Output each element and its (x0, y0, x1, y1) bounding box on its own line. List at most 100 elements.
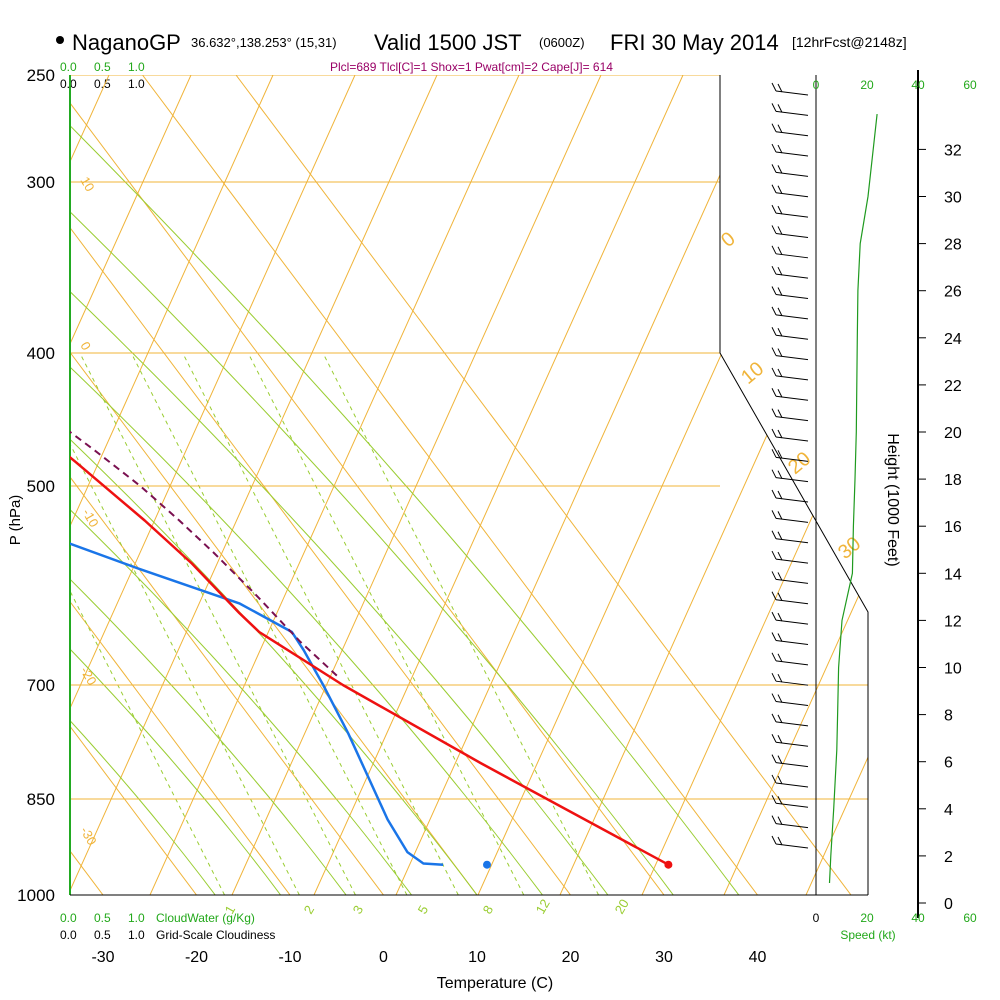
mixing-ratio-line (70, 352, 225, 895)
mixing-ratio-line (322, 352, 599, 895)
y-axis-label: P (hPa) (7, 495, 24, 546)
speed-axis-label: Speed (kt) (840, 928, 895, 942)
wind-barb (771, 82, 809, 96)
isotherm-line (70, 75, 384, 895)
pressure-tick-label: 400 (27, 344, 55, 363)
wind-barb (771, 326, 809, 340)
speed-tick-top: 0 (813, 78, 820, 92)
dry-adiabat-line (70, 75, 192, 895)
moist-adiabat-line (70, 75, 609, 895)
mixing-ratio-line (70, 352, 300, 895)
isotherm-line (142, 75, 758, 895)
wind-barb (771, 388, 809, 401)
isotherm-line (70, 75, 571, 895)
wind-barb (771, 265, 809, 279)
wind-barb (771, 611, 809, 625)
dry-adiabat-line (970, 75, 1000, 895)
mixing-ratio-label: 12 (533, 896, 553, 916)
background-grid (70, 75, 1000, 895)
mixing-ratio-line (130, 352, 408, 895)
wind-barbs (771, 82, 809, 849)
wind-barb (771, 123, 809, 137)
scale-bottom-black-0: 0.0 (60, 928, 77, 942)
wind-barb (771, 550, 809, 564)
wind-barb (771, 510, 809, 523)
isotherm-label: -10 (79, 506, 101, 530)
scale-bottom-green-0: 0.0 (60, 911, 77, 925)
cloud-scale-top: 0.0 0.5 1.0 0.0 0.5 1.0 (60, 60, 145, 91)
mixing-ratio-line (79, 352, 356, 895)
wind-barb (771, 693, 809, 707)
isotherm-label: 10 (77, 174, 97, 194)
wind-barb (771, 815, 809, 829)
wind-barb (771, 245, 809, 259)
moist-adiabat-line (70, 75, 543, 895)
surface-dewpoint-marker (483, 860, 492, 869)
cloud-scale-bottom: 0.0 0.5 1.0 CloudWater (g/Kg) 0.0 0.5 1.… (60, 911, 275, 942)
moist-adiabat-line (70, 75, 281, 895)
height-tick-label: 32 (944, 142, 962, 159)
speed-tick-top: 20 (860, 78, 874, 92)
valid-label: Valid 1500 JST (374, 30, 522, 55)
mixing-ratio-label: 2 (301, 903, 318, 917)
surface-temperature-marker (664, 860, 673, 869)
pressure-tick-label: 700 (27, 676, 55, 695)
wind-barb (771, 530, 809, 544)
wind-barb (771, 652, 809, 666)
dry-adiabat-line (149, 75, 520, 895)
dry-adiabat-line (231, 75, 602, 895)
scale-top-green-0: 0.0 (60, 60, 77, 74)
dry-adiabat-line (477, 75, 848, 895)
moist-adiabat-line (70, 75, 347, 895)
moist-adiabat-line (70, 75, 412, 895)
wind-barb (771, 225, 809, 238)
x-tick-label: -10 (278, 949, 301, 966)
height-tick-label: 28 (944, 237, 962, 254)
moist-adiabat-line (70, 75, 674, 895)
indices-line: Plcl=689 Tlcl[C]=1 Shox=1 Pwat[cm]=2 Cap… (330, 60, 613, 74)
mixing-ratio-label: 3 (350, 903, 367, 917)
speed-tick-bottom: 40 (911, 911, 925, 925)
dry-adiabat-line (70, 75, 438, 895)
height-tick-label: 12 (944, 613, 962, 630)
x-tick-label: -20 (185, 949, 208, 966)
forecast-date: FRI 30 May 2014 (610, 30, 779, 55)
isotherm-line (70, 75, 291, 895)
height-tick-label: 14 (944, 566, 962, 583)
x-tick-label: 40 (749, 949, 767, 966)
height-tick-label: 4 (944, 802, 953, 819)
pressure-tick-label: 250 (27, 66, 55, 85)
parcel-path-line (70, 123, 338, 677)
x-tick-label: -30 (91, 949, 114, 966)
wind-barb (771, 204, 809, 218)
scale-bottom-green-2: 1.0 (128, 911, 145, 925)
height-tick-label: 20 (944, 425, 962, 442)
isotherm-label: 0 (77, 339, 94, 353)
moist-adiabat-line (70, 75, 740, 895)
isotherm-line (70, 75, 478, 895)
scale-bottom-black-2: 1.0 (128, 928, 145, 942)
height-tick-label: 0 (944, 896, 953, 913)
wind-barb (771, 428, 809, 442)
x-axis-label: Temperature (C) (437, 975, 553, 992)
zulu-time: (0600Z) (539, 35, 585, 50)
isotherm-line (235, 75, 852, 895)
temperature-line (70, 85, 669, 866)
scale-top-black-0: 0.0 (60, 77, 77, 91)
height-tick-label: 2 (944, 849, 953, 866)
wind-barb (771, 754, 809, 768)
pressure-tick-label: 1000 (17, 886, 55, 905)
dry-adiabat-line (70, 75, 356, 895)
speed-tick-bottom: 60 (963, 911, 977, 925)
scale-bottom-black-1: 0.5 (94, 928, 111, 942)
height-tick-label: 30 (944, 190, 962, 207)
height-tick-label: 24 (944, 331, 962, 348)
isotherm-label: -30 (77, 824, 99, 848)
wind-barb (771, 367, 809, 381)
pressure-tick-label: 300 (27, 173, 55, 192)
x-tick-label: 0 (379, 949, 388, 966)
height-tick-label: 6 (944, 755, 953, 772)
wind-barb (771, 632, 809, 645)
wind-barb (771, 143, 809, 157)
station-name: NaganoGP (72, 30, 181, 55)
